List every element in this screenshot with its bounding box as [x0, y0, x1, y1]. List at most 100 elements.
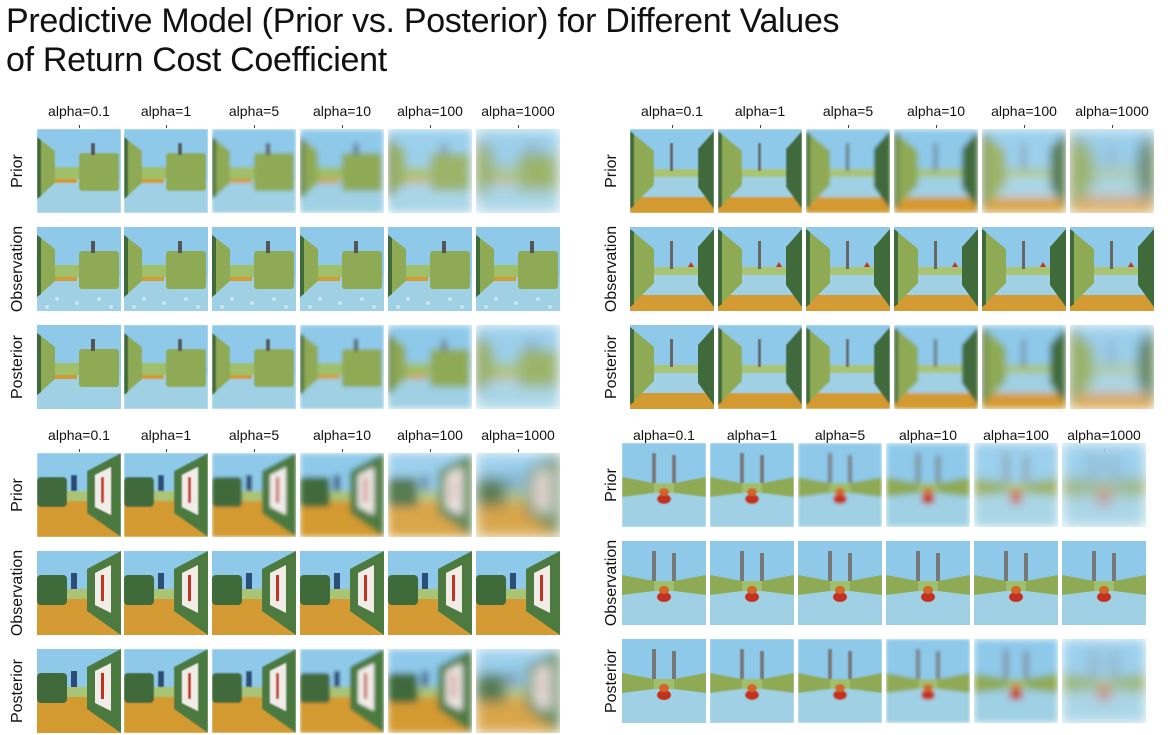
- image-tile-posterior: [37, 325, 121, 409]
- image-tile-observation: [798, 541, 882, 625]
- image-tile-posterior: [798, 639, 882, 723]
- image-tile-observation: [718, 227, 802, 311]
- row-label-observation: Observation: [9, 549, 26, 637]
- image-tile-observation: [212, 551, 296, 635]
- image-tile-posterior: [1070, 325, 1154, 409]
- figure-title: Predictive Model (Prior vs. Posterior) f…: [6, 2, 1006, 80]
- image-tile-prior: [982, 129, 1066, 213]
- image-tile-posterior: [124, 325, 208, 409]
- image-tile-observation: [894, 227, 978, 311]
- column-label: alpha=100: [397, 427, 463, 443]
- column-label: alpha=100: [991, 103, 1057, 119]
- image-tile-observation: [388, 551, 472, 635]
- column-label: alpha=1: [726, 427, 778, 443]
- column-tick: [848, 125, 849, 128]
- image-tile-observation: [886, 541, 970, 625]
- image-tile-posterior: [806, 325, 890, 409]
- column-label: alpha=10: [898, 427, 958, 443]
- column-label: alpha=1: [140, 427, 192, 443]
- image-tile-prior: [37, 453, 121, 537]
- column-label: alpha=5: [822, 103, 874, 119]
- column-tick: [342, 125, 343, 128]
- image-tile-prior: [476, 453, 560, 537]
- image-tile-prior: [710, 443, 794, 527]
- column-tick: [760, 125, 761, 128]
- image-tile-posterior: [300, 649, 384, 733]
- column-tick: [254, 125, 255, 128]
- image-tile-observation: [476, 551, 560, 635]
- image-tile-posterior: [894, 325, 978, 409]
- image-tile-prior: [974, 443, 1058, 527]
- column-label: alpha=10: [312, 427, 372, 443]
- figure-title-line-1: Predictive Model (Prior vs. Posterior) f…: [6, 2, 840, 40]
- image-tile-posterior: [476, 325, 560, 409]
- column-label: alpha=0.1: [48, 427, 110, 443]
- image-tile-posterior: [388, 325, 472, 409]
- image-tile-prior: [124, 129, 208, 213]
- row-label-prior: Prior: [9, 478, 26, 512]
- column-tick: [430, 125, 431, 128]
- image-tile-prior: [1070, 129, 1154, 213]
- column-tick: [254, 449, 255, 452]
- image-tile-prior: [622, 443, 706, 527]
- row-label-posterior: Posterior: [603, 334, 620, 400]
- column-tick: [166, 449, 167, 452]
- image-tile-prior: [806, 129, 890, 213]
- image-tile-observation: [300, 551, 384, 635]
- image-tile-prior: [1062, 443, 1146, 527]
- image-tile-posterior: [718, 325, 802, 409]
- image-tile-posterior: [300, 325, 384, 409]
- column-label: alpha=0.1: [48, 103, 110, 119]
- column-label: alpha=100: [397, 103, 463, 119]
- image-tile-observation: [806, 227, 890, 311]
- image-tile-observation: [1070, 227, 1154, 311]
- column-tick: [518, 449, 519, 452]
- image-tile-observation: [124, 227, 208, 311]
- column-tick: [79, 449, 80, 452]
- image-tile-observation: [37, 551, 121, 635]
- column-tick: [166, 125, 167, 128]
- image-tile-prior: [300, 453, 384, 537]
- image-tile-prior: [388, 129, 472, 213]
- column-tick: [672, 125, 673, 128]
- row-label-prior: Prior: [603, 468, 620, 502]
- column-tick: [430, 449, 431, 452]
- column-label: alpha=5: [228, 103, 280, 119]
- row-label-posterior: Posterior: [9, 658, 26, 724]
- image-tile-prior: [718, 129, 802, 213]
- image-tile-prior: [476, 129, 560, 213]
- image-tile-prior: [300, 129, 384, 213]
- column-label: alpha=1000: [481, 427, 555, 443]
- column-label: alpha=10: [312, 103, 372, 119]
- column-label: alpha=0.1: [641, 103, 703, 119]
- image-tile-prior: [212, 129, 296, 213]
- column-tick: [79, 125, 80, 128]
- image-tile-posterior: [37, 649, 121, 733]
- row-label-posterior: Posterior: [603, 648, 620, 714]
- column-label: alpha=0.1: [633, 427, 695, 443]
- image-tile-observation: [388, 227, 472, 311]
- image-tile-posterior: [710, 639, 794, 723]
- image-tile-prior: [798, 443, 882, 527]
- image-tile-observation: [974, 541, 1058, 625]
- image-tile-prior: [388, 453, 472, 537]
- row-label-observation: Observation: [603, 225, 620, 313]
- row-label-prior: Prior: [603, 154, 620, 188]
- row-label-posterior: Posterior: [9, 334, 26, 400]
- row-label-observation: Observation: [603, 539, 620, 627]
- column-label: alpha=100: [983, 427, 1049, 443]
- column-label: alpha=1: [140, 103, 192, 119]
- column-label: alpha=1: [734, 103, 786, 119]
- column-label: alpha=1000: [1067, 427, 1141, 443]
- image-tile-posterior: [974, 639, 1058, 723]
- column-label: alpha=5: [814, 427, 866, 443]
- image-tile-observation: [630, 227, 714, 311]
- image-tile-observation: [622, 541, 706, 625]
- image-tile-posterior: [212, 649, 296, 733]
- image-tile-prior: [894, 129, 978, 213]
- column-tick: [1112, 125, 1113, 128]
- column-tick: [518, 125, 519, 128]
- image-tile-observation: [300, 227, 384, 311]
- image-tile-posterior: [476, 649, 560, 733]
- column-label: alpha=5: [228, 427, 280, 443]
